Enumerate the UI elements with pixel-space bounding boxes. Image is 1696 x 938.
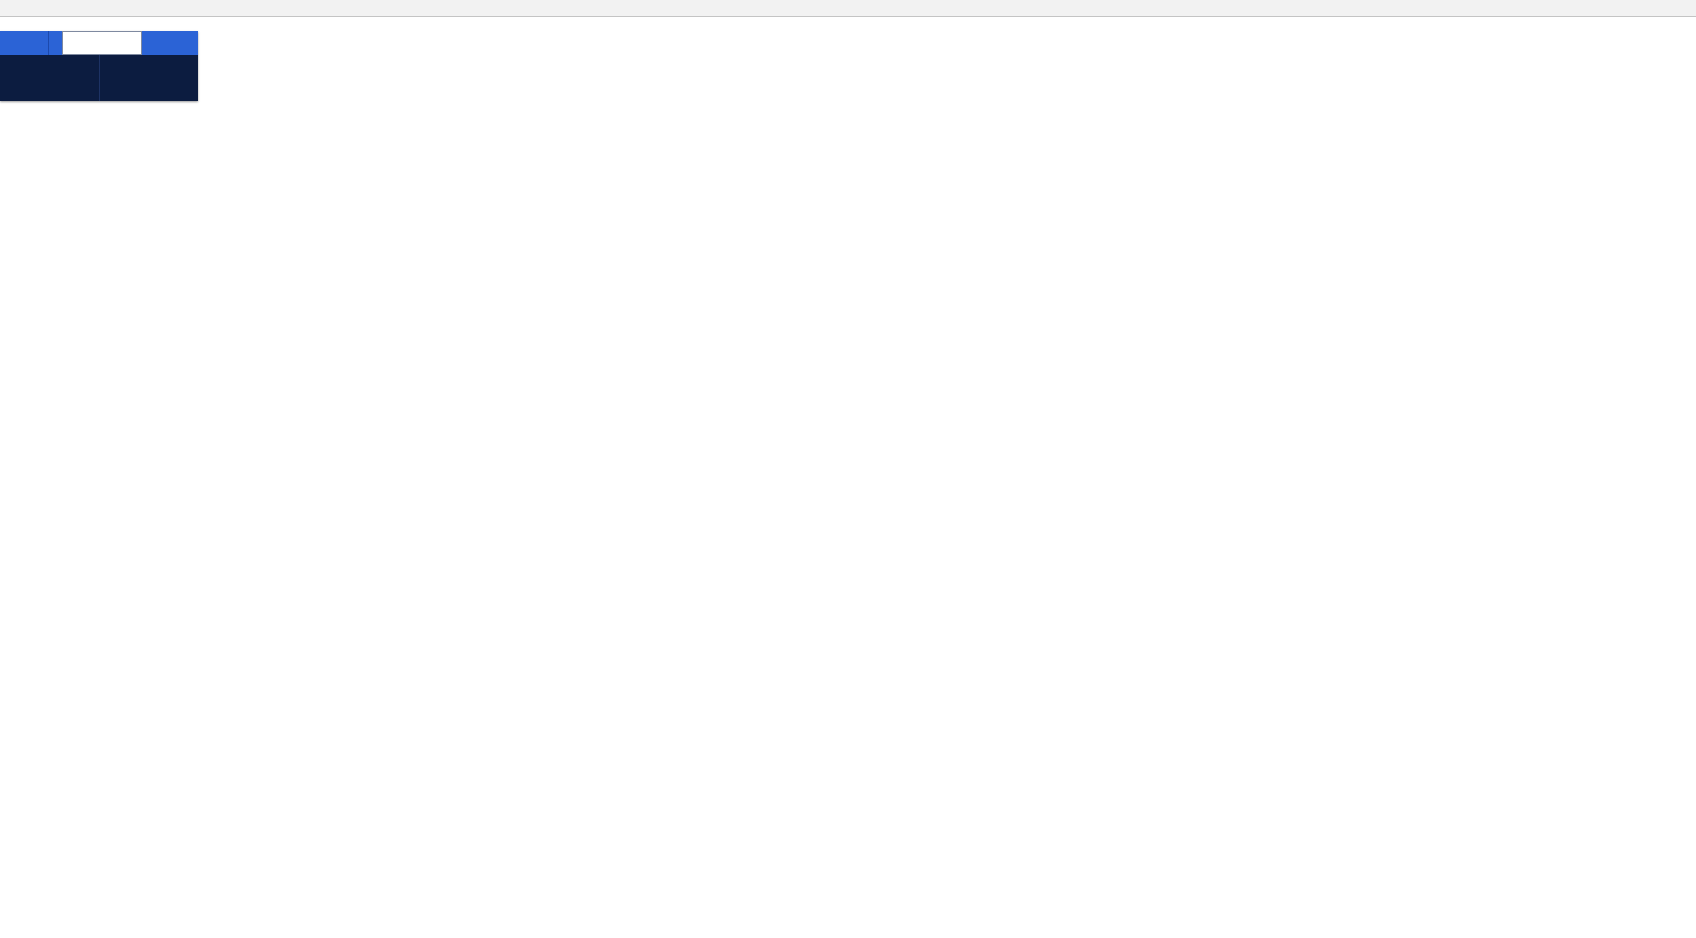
- rsi-header: [5, 743, 11, 753]
- macd-header: [5, 579, 16, 589]
- sell-options-caret-icon[interactable]: [48, 31, 62, 55]
- sell-price[interactable]: [0, 55, 100, 101]
- one-click-trading-panel: [0, 31, 198, 101]
- volume-input[interactable]: [63, 37, 141, 49]
- volume-field: [62, 31, 142, 55]
- buy-button[interactable]: [142, 31, 198, 55]
- sell-button[interactable]: [0, 31, 48, 55]
- toolbar: [0, 0, 1696, 17]
- buy-price[interactable]: [100, 55, 199, 101]
